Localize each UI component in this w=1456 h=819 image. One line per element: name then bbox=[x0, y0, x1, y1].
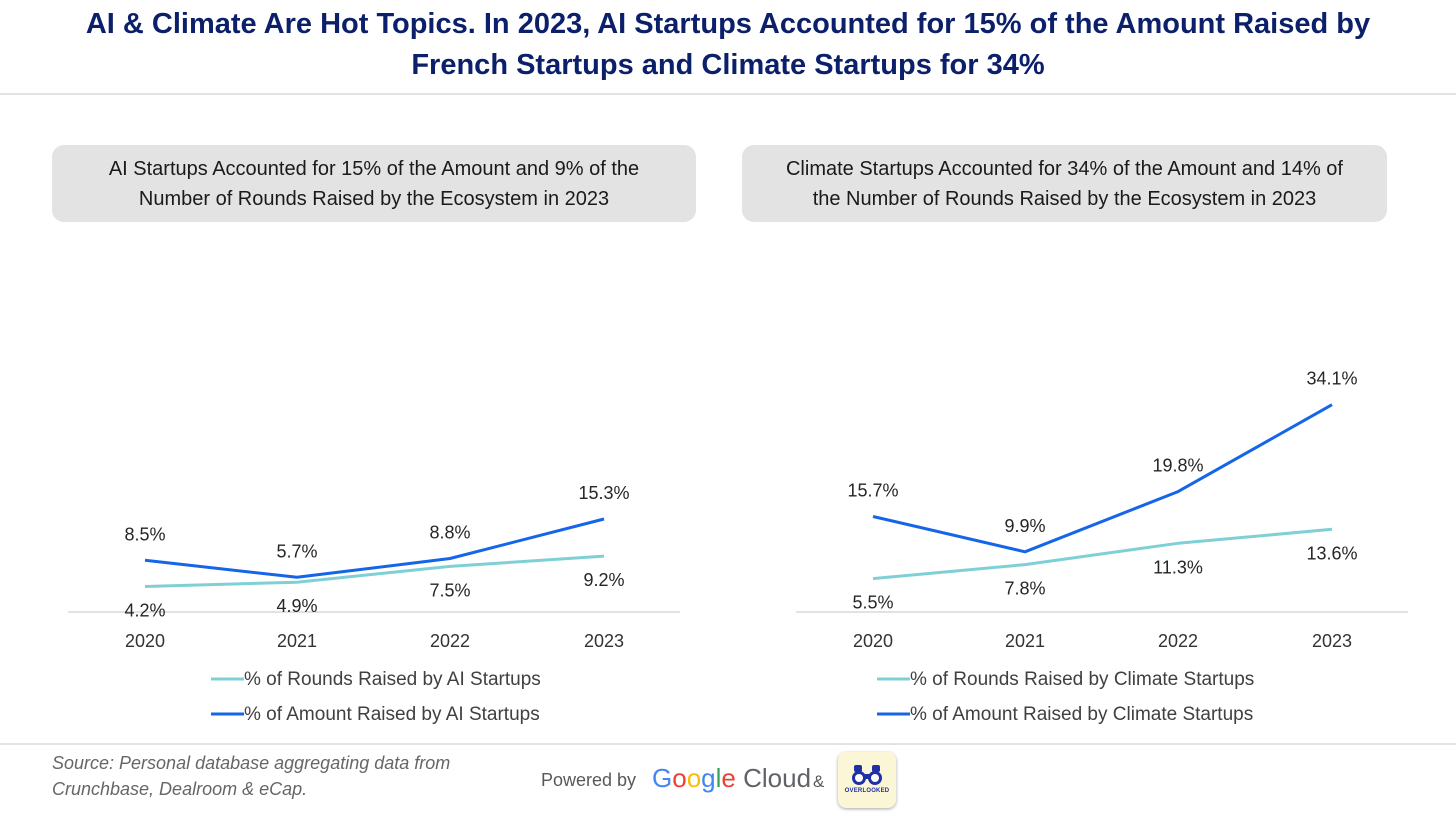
data-label-amount: 9.9% bbox=[1004, 516, 1045, 536]
right-subtitle-line-2: the Number of Rounds Raised by the Ecosy… bbox=[812, 187, 1317, 210]
google-wordmark: Google bbox=[652, 763, 736, 793]
google-letter: e bbox=[721, 763, 736, 793]
source-note: Source: Personal database aggregating da… bbox=[52, 750, 450, 802]
x-tick-label: 2020 bbox=[853, 631, 893, 651]
source-line-2: Crunchbase, Dealroom & eCap. bbox=[52, 779, 308, 799]
title-line-1: AI & Climate Are Hot Topics. In 2023, AI… bbox=[85, 8, 1371, 40]
data-label-amount: 8.5% bbox=[124, 524, 165, 544]
right-subtitle-line-1: Climate Startups Accounted for 34% of th… bbox=[785, 157, 1343, 180]
overlooked-logo-text: OVERLOOKED bbox=[844, 788, 890, 794]
data-label-rounds: 9.2% bbox=[583, 570, 624, 590]
climate-startups-line-chart: 2020 2021 2022 2023 5.5% 7.8% 11.3% 13.6% 15.7% 9… bbox=[796, 369, 1408, 725]
legend-label: % of Rounds Raised by AI Startups bbox=[244, 669, 541, 690]
data-label-rounds: 5.5% bbox=[852, 593, 893, 613]
data-label-amount: 5.7% bbox=[276, 541, 317, 561]
x-tick-label: 2021 bbox=[277, 631, 317, 651]
left-chart-subtitle-box: AI Startups Accounted for 15% of the Amo… bbox=[52, 145, 696, 222]
legend-label: % of Rounds Raised by Climate Startups bbox=[910, 669, 1254, 690]
left-subtitle-line-2: Number of Rounds Raised by the Ecosystem… bbox=[138, 187, 610, 210]
google-letter: o bbox=[672, 763, 687, 793]
data-label-amount: 19.8% bbox=[1152, 456, 1203, 476]
powered-by-label: Powered by bbox=[541, 770, 637, 790]
footer-divider bbox=[0, 743, 1456, 745]
right-chart-subtitle-box: Climate Startups Accounted for 34% of th… bbox=[742, 145, 1387, 222]
ampersand: & bbox=[813, 772, 825, 791]
data-label-amount: 15.3% bbox=[578, 483, 629, 503]
series-line-rounds bbox=[144, 554, 605, 588]
x-tick-label: 2022 bbox=[430, 631, 470, 651]
series-line-rounds bbox=[872, 527, 1333, 581]
x-tick-label: 2021 bbox=[1005, 631, 1045, 651]
ai-startups-line-chart: 2020 2021 2022 2023 4.2% 4.9% 7.5% 9.2% 8.5% 5.7%… bbox=[68, 483, 680, 725]
cloud-wordmark: Cloud bbox=[735, 763, 812, 793]
source-line-1: Source: Personal database aggregating da… bbox=[52, 753, 451, 773]
overlooked-logo: OVERLOOKED bbox=[838, 752, 896, 808]
google-letter: G bbox=[652, 763, 673, 793]
data-label-amount: 15.7% bbox=[847, 481, 898, 501]
left-subtitle-line-1: AI Startups Accounted for 15% of the Amo… bbox=[108, 157, 640, 180]
data-label-rounds: 7.5% bbox=[429, 580, 470, 600]
data-label-rounds: 4.2% bbox=[124, 601, 165, 621]
legend-label: % of Amount Raised by AI Startups bbox=[244, 704, 540, 725]
x-tick-label: 2023 bbox=[584, 631, 624, 651]
x-tick-label: 2023 bbox=[1312, 631, 1352, 651]
legend-label: % of Amount Raised by Climate Startups bbox=[910, 704, 1253, 725]
google-letter: g bbox=[701, 763, 716, 793]
google-cloud-logo: Google Cloud bbox=[652, 763, 811, 794]
page-title: AI & Climate Are Hot Topics. In 2023, AI… bbox=[0, 4, 1456, 86]
google-letter: o bbox=[686, 763, 702, 793]
data-label-rounds: 7.8% bbox=[1004, 579, 1045, 599]
title-divider bbox=[0, 93, 1456, 95]
data-label-rounds: 11.3% bbox=[1153, 557, 1203, 577]
title-line-2: French Startups and Climate Startups for… bbox=[411, 49, 1045, 81]
data-label-amount: 8.8% bbox=[429, 523, 470, 543]
data-label-rounds: 4.9% bbox=[276, 596, 317, 616]
binoculars-icon bbox=[852, 765, 882, 785]
x-tick-label: 2022 bbox=[1158, 631, 1198, 651]
series-line-amount bbox=[144, 517, 605, 579]
series-line-amount bbox=[872, 403, 1333, 554]
x-tick-label: 2020 bbox=[125, 631, 165, 651]
google-letter: l bbox=[715, 763, 722, 793]
data-label-amount: 34.1% bbox=[1306, 369, 1357, 389]
data-label-rounds: 13.6% bbox=[1306, 543, 1357, 563]
